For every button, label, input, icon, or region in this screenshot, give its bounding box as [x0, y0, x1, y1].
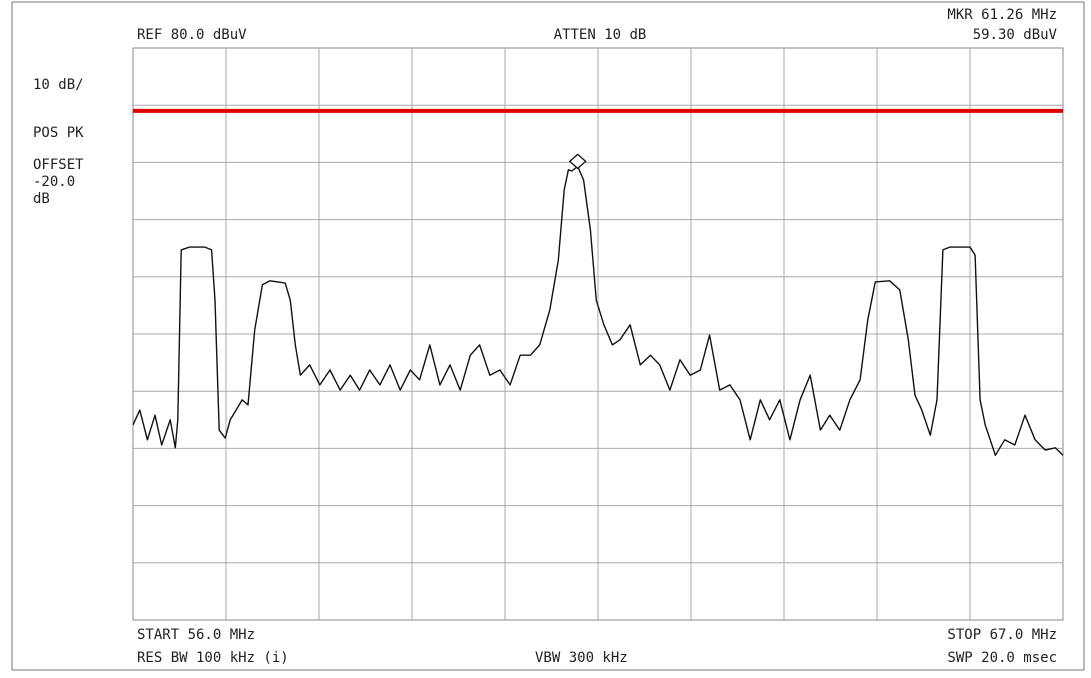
marker: [568, 153, 587, 170]
stop-frequency: STOP 67.0 MHz: [947, 627, 1057, 643]
detector: POS PK: [33, 125, 84, 141]
video-bandwidth: VBW 300 kHz: [535, 650, 628, 666]
ref-level: REF 80.0 dBuV: [137, 27, 247, 43]
attenuation: ATTEN 10 dB: [554, 27, 647, 43]
resolution-bandwidth: RES BW 100 kHz (i): [137, 650, 289, 666]
offset-value: -20.0: [33, 174, 75, 190]
frame: [11, 1, 1085, 671]
scale: 10 dB/: [33, 77, 84, 93]
marker-frequency: MKR 61.26 MHz: [947, 7, 1057, 23]
offset-unit: dB: [33, 191, 50, 207]
sweep-time: SWP 20.0 msec: [947, 650, 1057, 666]
marker-level: 59.30 dBuV: [973, 27, 1058, 43]
offset-label: OFFSET: [33, 157, 84, 173]
trace: [132, 165, 1064, 456]
start-frequency: START 56.0 MHz: [137, 627, 255, 643]
